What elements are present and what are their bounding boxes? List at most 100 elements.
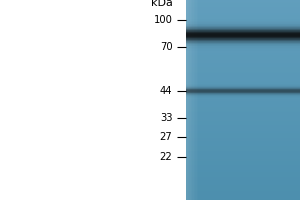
Bar: [186, 1, 300, 2]
Bar: [186, 47, 300, 48]
Bar: [186, 8, 300, 9]
Bar: [186, 51, 300, 52]
Bar: [186, 25, 300, 26]
Bar: [186, 79, 300, 80]
Bar: [189, 0, 190, 200]
Bar: [186, 20, 300, 21]
Bar: [186, 94, 300, 95]
Bar: [186, 38, 300, 39]
Bar: [186, 196, 300, 197]
Bar: [186, 88, 300, 89]
Bar: [186, 74, 300, 75]
Bar: [186, 86, 300, 87]
Bar: [186, 193, 300, 194]
Bar: [186, 181, 300, 182]
Bar: [186, 157, 300, 158]
Bar: [186, 43, 300, 44]
Bar: [186, 62, 300, 63]
Bar: [186, 15, 300, 16]
Bar: [186, 136, 300, 137]
Bar: [186, 55, 300, 56]
Bar: [186, 6, 300, 7]
Bar: [186, 98, 300, 99]
Bar: [186, 0, 188, 200]
Bar: [186, 106, 300, 107]
Bar: [186, 31, 300, 32]
Bar: [186, 32, 300, 33]
Bar: [186, 192, 300, 193]
Bar: [186, 72, 300, 73]
Bar: [186, 23, 300, 24]
Bar: [186, 173, 300, 174]
Bar: [186, 198, 300, 199]
Bar: [186, 168, 300, 169]
Bar: [186, 22, 300, 23]
Bar: [186, 94, 300, 95]
Bar: [186, 190, 300, 191]
Bar: [186, 93, 300, 94]
Bar: [186, 14, 300, 15]
Bar: [186, 46, 300, 47]
Bar: [186, 167, 300, 168]
Bar: [186, 41, 300, 42]
Bar: [186, 85, 300, 86]
Bar: [186, 199, 300, 200]
Bar: [186, 137, 300, 138]
Bar: [186, 19, 300, 20]
Bar: [186, 143, 300, 144]
Bar: [186, 61, 300, 62]
Bar: [186, 153, 300, 154]
Bar: [186, 178, 300, 179]
Bar: [186, 99, 300, 100]
Bar: [186, 50, 300, 51]
Bar: [186, 26, 300, 27]
Bar: [195, 0, 196, 200]
Bar: [186, 86, 300, 87]
Bar: [186, 53, 300, 54]
Bar: [186, 194, 300, 195]
Bar: [186, 45, 300, 46]
Bar: [186, 34, 300, 35]
Bar: [186, 169, 300, 170]
Bar: [186, 104, 300, 105]
Bar: [186, 92, 300, 93]
Bar: [186, 183, 300, 184]
Bar: [186, 57, 300, 58]
Bar: [186, 85, 300, 86]
Bar: [186, 87, 300, 88]
Text: 70: 70: [160, 42, 172, 52]
Bar: [186, 131, 300, 132]
Bar: [186, 159, 300, 160]
Bar: [186, 97, 300, 98]
Bar: [186, 30, 300, 31]
Bar: [186, 49, 300, 50]
Bar: [186, 42, 300, 43]
Bar: [186, 125, 300, 126]
Text: 27: 27: [160, 132, 172, 142]
Bar: [186, 100, 300, 101]
Bar: [186, 179, 300, 180]
Bar: [186, 119, 300, 120]
Bar: [186, 120, 300, 121]
Bar: [186, 158, 300, 159]
Bar: [186, 22, 300, 23]
Bar: [186, 145, 300, 146]
Bar: [186, 114, 300, 115]
Bar: [186, 25, 300, 26]
Bar: [186, 171, 300, 172]
Bar: [186, 84, 300, 85]
Bar: [186, 19, 300, 20]
Bar: [186, 110, 300, 111]
Bar: [186, 102, 300, 103]
Bar: [186, 35, 300, 36]
Bar: [186, 45, 300, 46]
Bar: [186, 65, 300, 66]
Text: 22: 22: [160, 152, 172, 162]
Bar: [186, 17, 300, 18]
Bar: [186, 10, 300, 11]
Bar: [186, 170, 300, 171]
Bar: [186, 164, 300, 165]
Bar: [186, 107, 300, 108]
Bar: [186, 126, 300, 127]
Bar: [186, 156, 300, 157]
